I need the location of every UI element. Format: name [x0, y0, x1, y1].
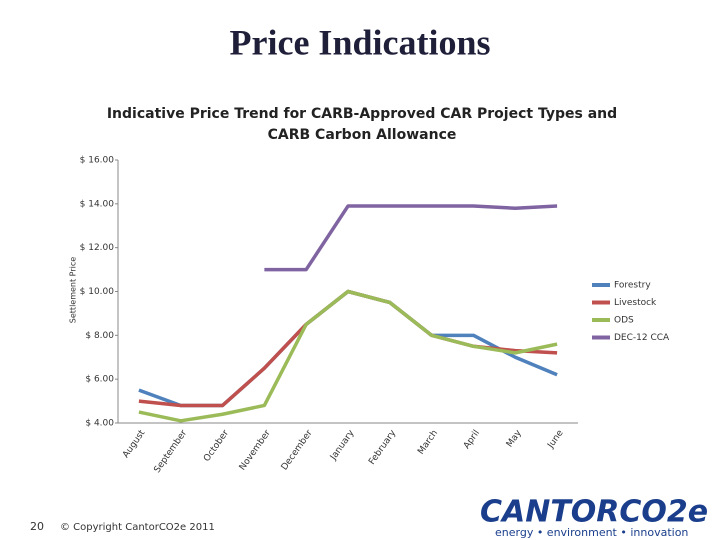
logo: CANTORCO2e [480, 495, 708, 530]
slide-title: Price Indications [230, 22, 491, 62]
y-tick-label: $ 4.00 [85, 419, 114, 429]
x-tick-label: June [546, 428, 566, 451]
y-axis-title: Settlement Price [69, 257, 78, 323]
x-tick-label: November [238, 428, 273, 472]
x-tick-label: April [462, 428, 482, 451]
x-tick-label: January [328, 428, 357, 463]
series-line [264, 204, 558, 272]
x-tick-label: March [416, 428, 440, 456]
x-tick-label: February [367, 428, 398, 467]
copyright: © Copyright CantorCO2e 2011 [60, 522, 215, 533]
series-line [138, 289, 558, 423]
y-tick-label: $ 14.00 [80, 199, 115, 209]
x-tick-label: September [153, 428, 190, 475]
y-tick-label: $ 10.00 [80, 287, 115, 297]
legend-label: Livestock [614, 298, 657, 308]
x-tick-label: August [121, 428, 148, 460]
y-tick-label: $ 6.00 [85, 375, 114, 385]
legend-label: ODS [614, 316, 634, 326]
y-tick-label: $ 8.00 [85, 331, 114, 341]
legend-label: DEC-12 CCA [614, 333, 670, 343]
chart-title: Indicative Price Trend for CARB-Approved… [107, 106, 617, 143]
x-tick-label: May [505, 428, 524, 450]
y-tick-label: $ 12.00 [80, 243, 115, 253]
y-tick-label: $ 16.00 [80, 156, 115, 166]
page-number: 20 [30, 520, 44, 533]
legend-label: Forestry [614, 281, 651, 291]
tagline: energy • environment • innovation [495, 526, 688, 539]
x-tick-label: December [280, 428, 315, 472]
x-tick-label: October [202, 428, 231, 463]
